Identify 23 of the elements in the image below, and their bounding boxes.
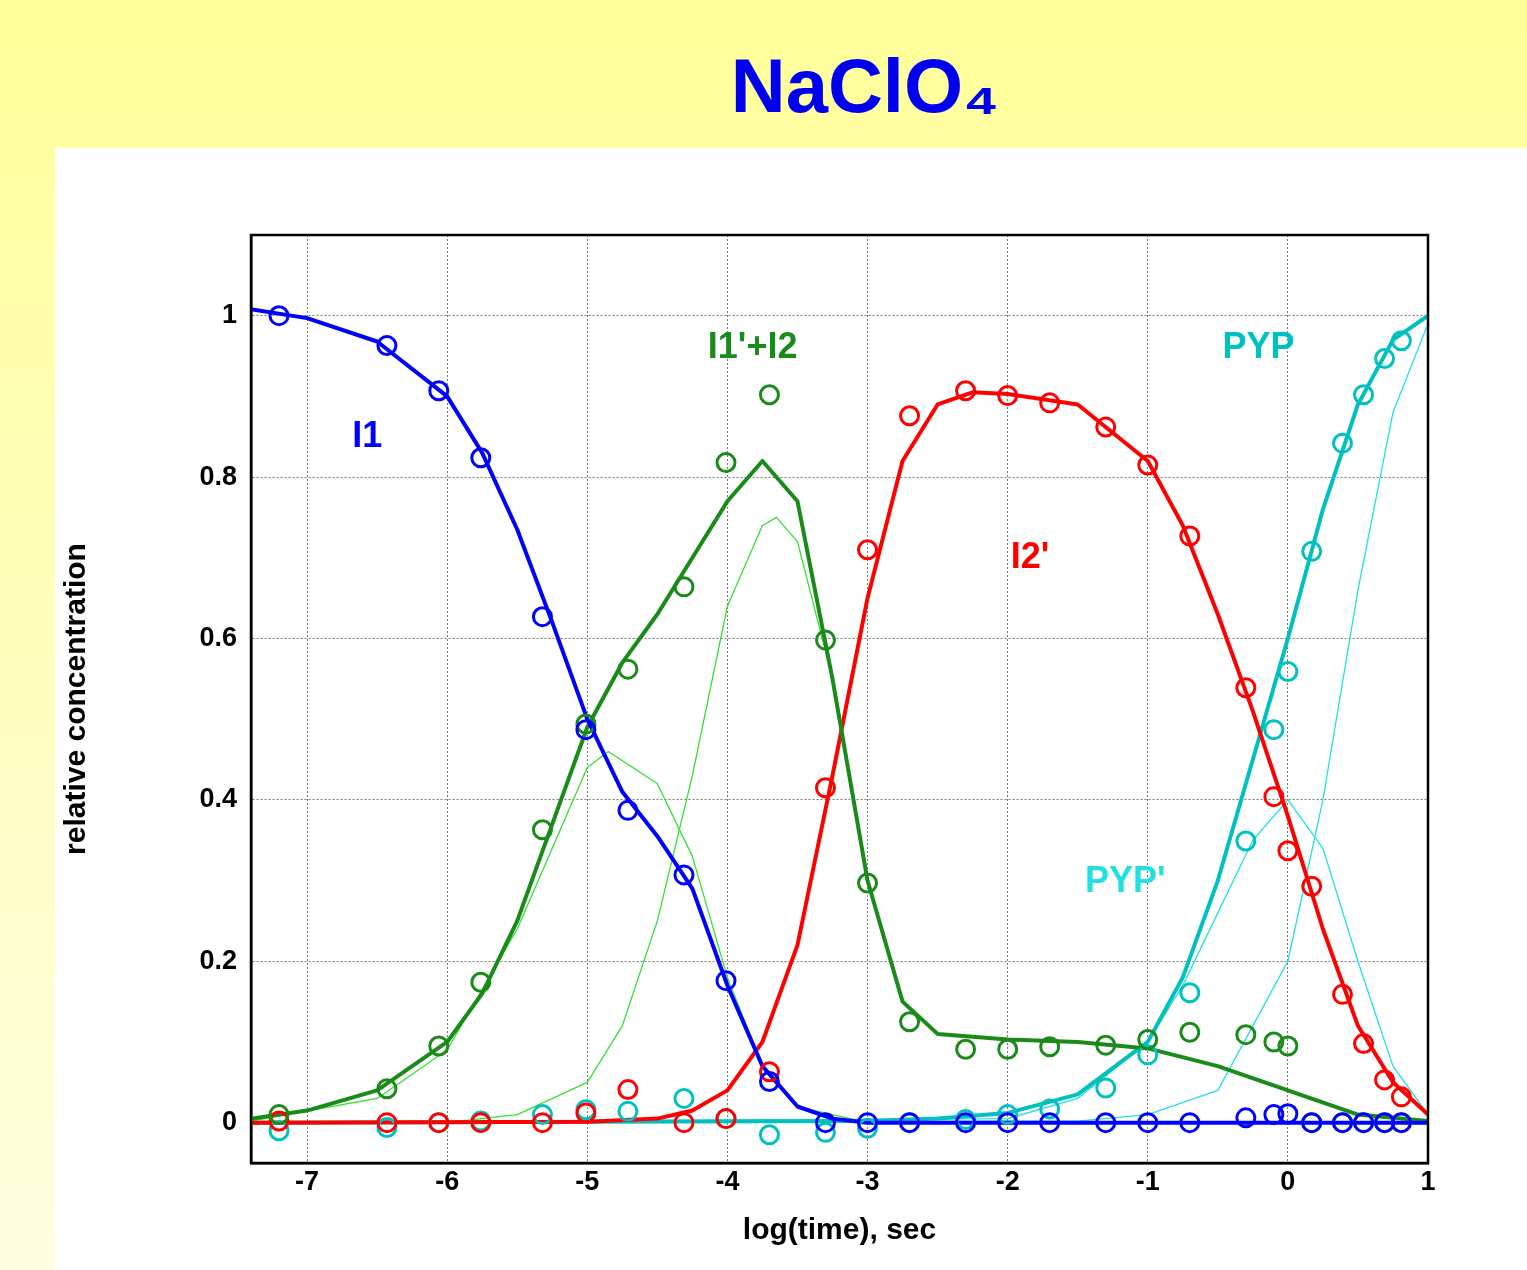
x-tick-label: -2 [995, 1165, 1020, 1196]
x-tick-label: -6 [435, 1165, 460, 1196]
text: I2' [1010, 534, 1050, 576]
x-axis-title: log(time), sec [742, 1212, 937, 1246]
x-tick-label: 0 [1280, 1165, 1296, 1196]
x-tick-label: -1 [1135, 1165, 1160, 1196]
series-label: I1'+I2 [707, 324, 798, 366]
series-label: PYP [1222, 324, 1295, 366]
series-label: PYP' [1085, 859, 1166, 901]
x-tick-label: -3 [855, 1165, 880, 1196]
series-label: I1 [352, 414, 383, 456]
x-tick-label: -7 [295, 1165, 320, 1196]
chart-title: NaClO₄ [729, 43, 1001, 128]
y-axis-title: relative concentration [58, 543, 92, 855]
y-tick-label: 0.4 [199, 783, 237, 814]
x-tick-label: -5 [575, 1165, 600, 1196]
y-tick-label: 0.8 [199, 460, 237, 491]
x-tick-label: -4 [715, 1165, 740, 1196]
y-tick-label: 0.2 [199, 944, 237, 975]
x-tick-label: 1 [1420, 1165, 1436, 1196]
y-tick-label: 0.6 [199, 621, 237, 652]
y-tick-label: 0 [221, 1106, 237, 1137]
y-tick-label: 1 [221, 299, 237, 330]
